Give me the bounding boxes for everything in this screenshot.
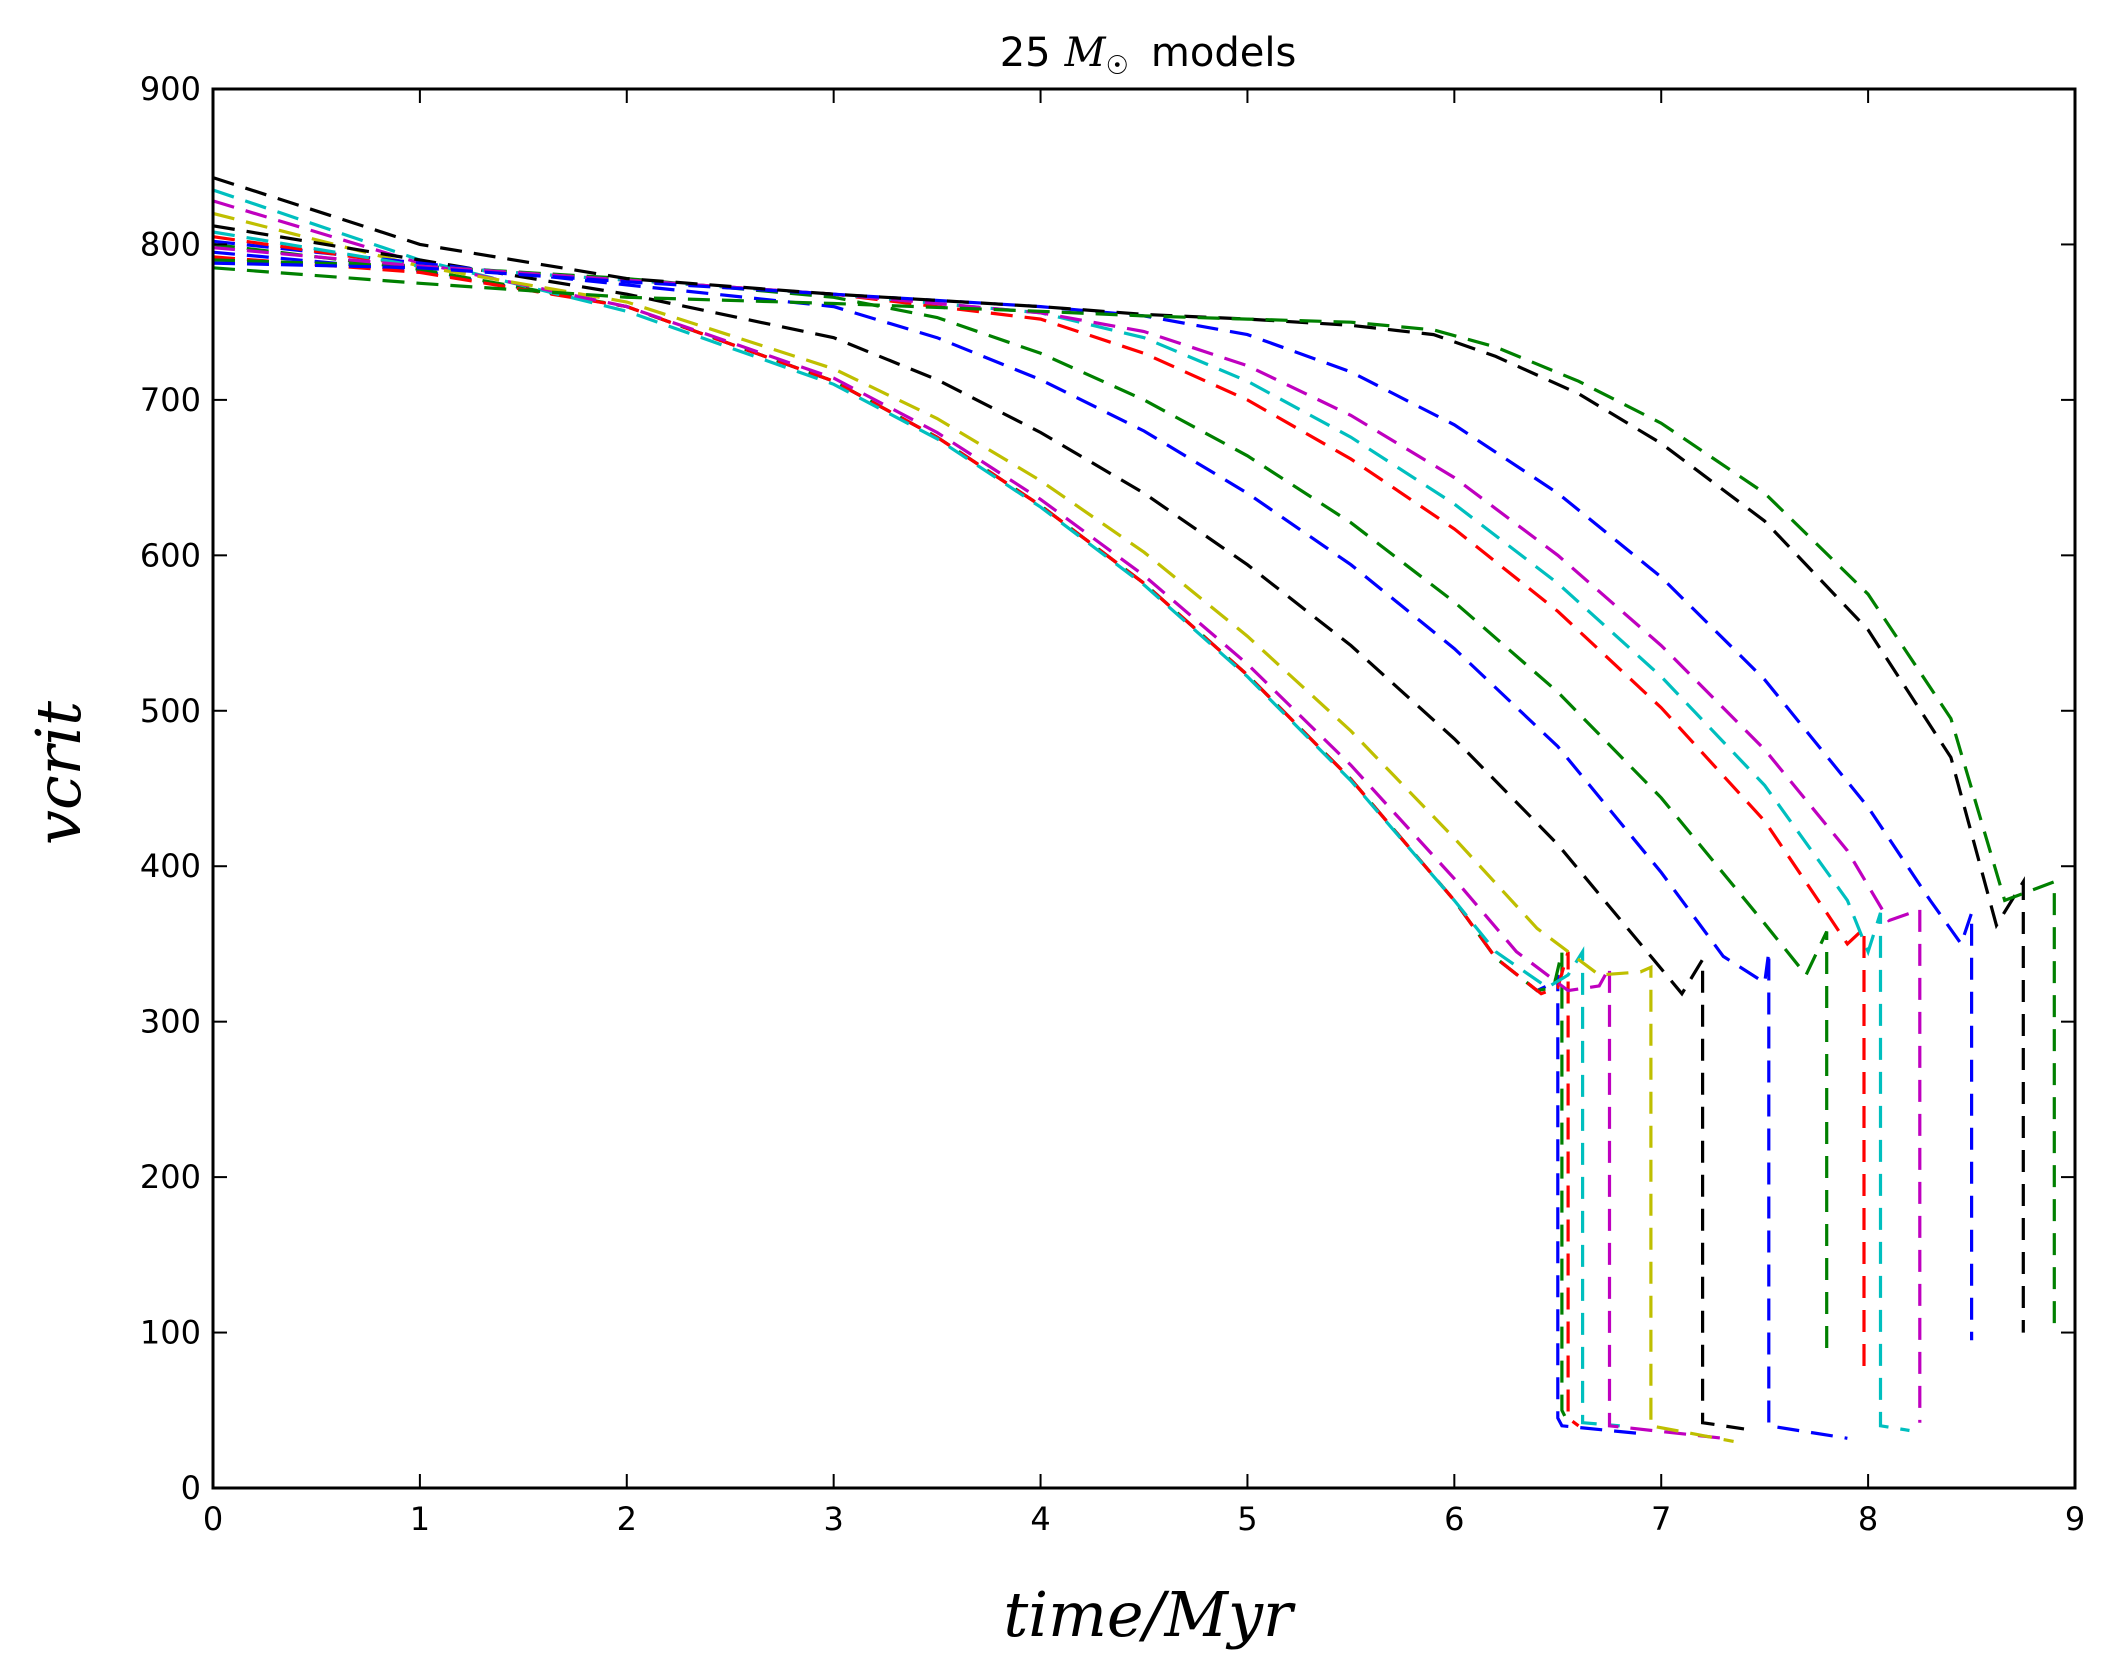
y-tick-label: 600: [140, 536, 201, 574]
x-tick-label: 9: [2065, 1500, 2085, 1538]
x-tick-label: 5: [1237, 1500, 1257, 1538]
y-tick-label: 900: [140, 70, 201, 108]
series-line-1: [212, 250, 1641, 1436]
series-line-9: [212, 258, 1829, 1356]
x-tick-label: 4: [1030, 1500, 1050, 1538]
series-line-4: [212, 188, 1620, 1428]
y-tick-label: 800: [140, 225, 201, 263]
x-tick-label: 7: [1651, 1500, 1671, 1538]
x-tick-label: 6: [1444, 1500, 1464, 1538]
chart-title-mass: M: [1064, 30, 1107, 76]
x-tick-label: 1: [410, 1500, 430, 1538]
series-line-11: [212, 230, 1910, 1433]
series-line-7: [212, 224, 1745, 1431]
series-line-6: [212, 211, 1734, 1443]
series-line-5: [212, 199, 1724, 1440]
x-axis-label: time/Myr: [1003, 1578, 1296, 1651]
series-line-13: [212, 261, 1974, 1341]
chart-title-prefix: 25: [1000, 30, 1051, 76]
y-tick-label: 400: [140, 847, 201, 885]
series-line-10: [212, 235, 1866, 1372]
x-tick-label: 0: [203, 1500, 223, 1538]
series-line-8: [212, 239, 1848, 1440]
y-tick-label: 100: [140, 1314, 201, 1352]
y-tick-label: 500: [140, 692, 201, 730]
y-tick-label: 0: [181, 1469, 201, 1507]
series-line-3: [212, 255, 1580, 1428]
series-layer: [212, 176, 2056, 1443]
series-line-15: [212, 266, 2056, 1333]
series-line-14: [212, 176, 2025, 1333]
y-axis-label: vcrit: [22, 701, 95, 845]
plot-frame: [211, 87, 2077, 1490]
tick-layer: 0 1 2 3 4 5 6 7 8 9 0 100 200 300 400 500 600 700 800 900: [140, 70, 2085, 1538]
chart-title: 25 M☉ models: [1000, 30, 1297, 81]
y-tick-label: 700: [140, 381, 201, 419]
x-tick-label: 2: [617, 1500, 637, 1538]
x-tick-label: 8: [1858, 1500, 1878, 1538]
chart-title-sun: ☉: [1106, 51, 1129, 81]
chart-title-suffix: models: [1151, 30, 1296, 76]
x-tick-label: 3: [823, 1500, 843, 1538]
y-tick-label: 200: [140, 1158, 201, 1196]
series-line-2: [212, 242, 1570, 1424]
y-tick-label: 300: [140, 1003, 201, 1041]
